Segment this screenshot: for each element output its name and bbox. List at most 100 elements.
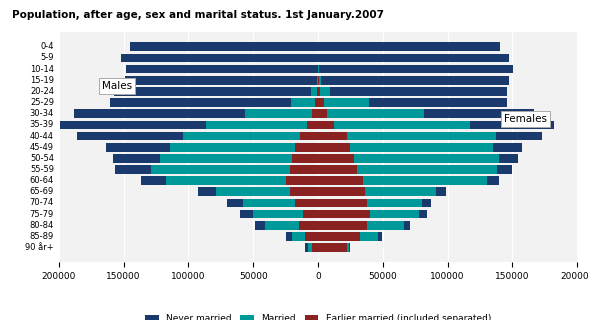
- Bar: [318, 54, 509, 62]
- Bar: [318, 98, 369, 107]
- Bar: [318, 65, 513, 74]
- Bar: [318, 154, 355, 163]
- Bar: [240, 210, 318, 219]
- Text: Population, after age, sex and marital status. 1st January.2007: Population, after age, sex and marital s…: [12, 10, 384, 20]
- Bar: [125, 76, 318, 84]
- Bar: [227, 199, 318, 207]
- Bar: [318, 165, 512, 174]
- Bar: [160, 154, 318, 163]
- Bar: [316, 76, 318, 84]
- Bar: [115, 165, 318, 174]
- Bar: [286, 176, 318, 185]
- Bar: [206, 121, 318, 129]
- Bar: [254, 221, 318, 230]
- Bar: [318, 221, 410, 230]
- Bar: [318, 199, 431, 207]
- Bar: [130, 43, 318, 51]
- Bar: [290, 165, 318, 174]
- Bar: [318, 87, 507, 96]
- Bar: [318, 154, 518, 163]
- Bar: [318, 43, 499, 51]
- Bar: [318, 210, 370, 219]
- Bar: [183, 132, 318, 140]
- Bar: [126, 65, 318, 74]
- Bar: [318, 199, 368, 207]
- Bar: [318, 76, 321, 84]
- Bar: [318, 87, 320, 96]
- Bar: [318, 210, 419, 219]
- Bar: [318, 176, 499, 185]
- Bar: [318, 98, 324, 107]
- Bar: [318, 243, 346, 252]
- Bar: [243, 199, 318, 207]
- Bar: [110, 98, 318, 107]
- Bar: [318, 243, 349, 252]
- Bar: [311, 87, 318, 96]
- Bar: [318, 143, 493, 152]
- Bar: [292, 154, 318, 163]
- Bar: [318, 109, 534, 118]
- Bar: [318, 188, 446, 196]
- Bar: [312, 243, 318, 252]
- Bar: [318, 176, 487, 185]
- Bar: [315, 98, 318, 107]
- Bar: [318, 109, 327, 118]
- Bar: [307, 243, 318, 252]
- Bar: [318, 143, 521, 152]
- Bar: [318, 98, 507, 107]
- Bar: [292, 232, 318, 241]
- Bar: [74, 109, 318, 118]
- Bar: [318, 188, 436, 196]
- Bar: [318, 132, 495, 140]
- Bar: [318, 243, 350, 252]
- Bar: [299, 221, 318, 230]
- Bar: [305, 232, 318, 241]
- Bar: [59, 121, 318, 129]
- Bar: [294, 199, 318, 207]
- Bar: [290, 188, 318, 196]
- Bar: [318, 210, 427, 219]
- Bar: [253, 210, 318, 219]
- Bar: [318, 199, 422, 207]
- Bar: [318, 132, 346, 140]
- Bar: [318, 176, 363, 185]
- Bar: [318, 232, 359, 241]
- Bar: [114, 87, 318, 96]
- Bar: [318, 143, 350, 152]
- Bar: [318, 87, 330, 96]
- Bar: [318, 121, 333, 129]
- Bar: [216, 188, 318, 196]
- Bar: [265, 221, 318, 230]
- Bar: [77, 132, 318, 140]
- Bar: [307, 121, 318, 129]
- Bar: [318, 221, 403, 230]
- Bar: [318, 76, 509, 84]
- Bar: [151, 165, 318, 174]
- Bar: [318, 121, 469, 129]
- Bar: [197, 188, 318, 196]
- Bar: [113, 154, 318, 163]
- Bar: [170, 143, 318, 152]
- Bar: [312, 109, 318, 118]
- Text: Females: Females: [504, 114, 547, 124]
- Bar: [318, 76, 319, 84]
- Bar: [317, 87, 318, 96]
- Bar: [121, 54, 318, 62]
- Bar: [300, 132, 318, 140]
- Legend: Never married, Married, Earlier married (included separated): Never married, Married, Earlier married …: [141, 311, 495, 320]
- Bar: [286, 232, 318, 241]
- Bar: [294, 143, 318, 152]
- Bar: [318, 165, 357, 174]
- Bar: [245, 109, 318, 118]
- Bar: [318, 154, 499, 163]
- Bar: [105, 143, 318, 152]
- Bar: [318, 165, 497, 174]
- Bar: [167, 176, 318, 185]
- Bar: [305, 243, 318, 252]
- Text: Males: Males: [102, 81, 133, 91]
- Bar: [318, 188, 365, 196]
- Bar: [303, 210, 318, 219]
- Bar: [318, 232, 378, 241]
- Bar: [318, 221, 368, 230]
- Bar: [292, 98, 318, 107]
